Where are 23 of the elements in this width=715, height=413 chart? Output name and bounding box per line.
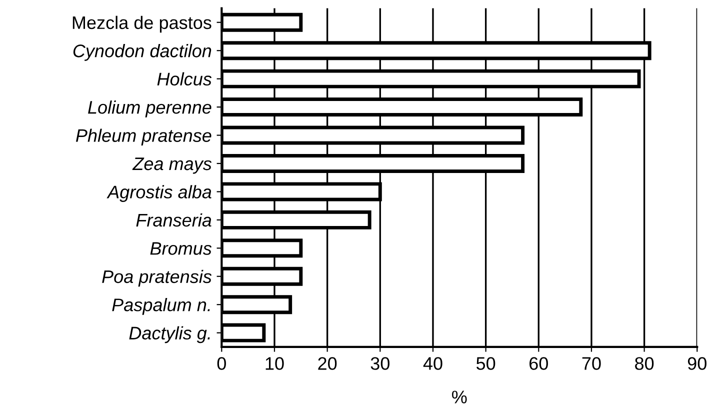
x-axis-title: % (452, 390, 467, 404)
y-tick-label: Dactylis g. (129, 326, 210, 344)
y-tick-label: Phleum pratense (76, 128, 212, 146)
y-tick-label: Cynodon dactilon (73, 44, 212, 61)
y-tick-label: Lolium perenne (88, 100, 212, 118)
x-tick-label: 90 (688, 357, 706, 370)
x-tick-label: 40 (423, 357, 442, 370)
x-tick-label: 60 (530, 357, 548, 370)
y-tick-label: Zea mays (132, 158, 212, 174)
y-tick-label: Franseria (136, 213, 212, 227)
x-tick-label: 30 (370, 357, 390, 370)
y-tick-label: Bromus (150, 242, 212, 255)
x-tick-label: 80 (635, 357, 654, 370)
y-tick-label: Paspalum n. (112, 298, 210, 315)
x-tick-label: 0 (217, 357, 226, 370)
x-tick-label: 10 (266, 357, 284, 370)
y-tick-label: Agrostis alba (106, 185, 212, 202)
y-tick-label: Holcus (157, 72, 212, 86)
y-tick-label: Mezcla de pastos (72, 16, 212, 33)
x-tick-label: 20 (318, 357, 337, 370)
x-tick-label: 70 (582, 357, 601, 370)
x-tick-label: 50 (476, 357, 496, 370)
y-tick-label: Poa pratensis (102, 270, 212, 287)
